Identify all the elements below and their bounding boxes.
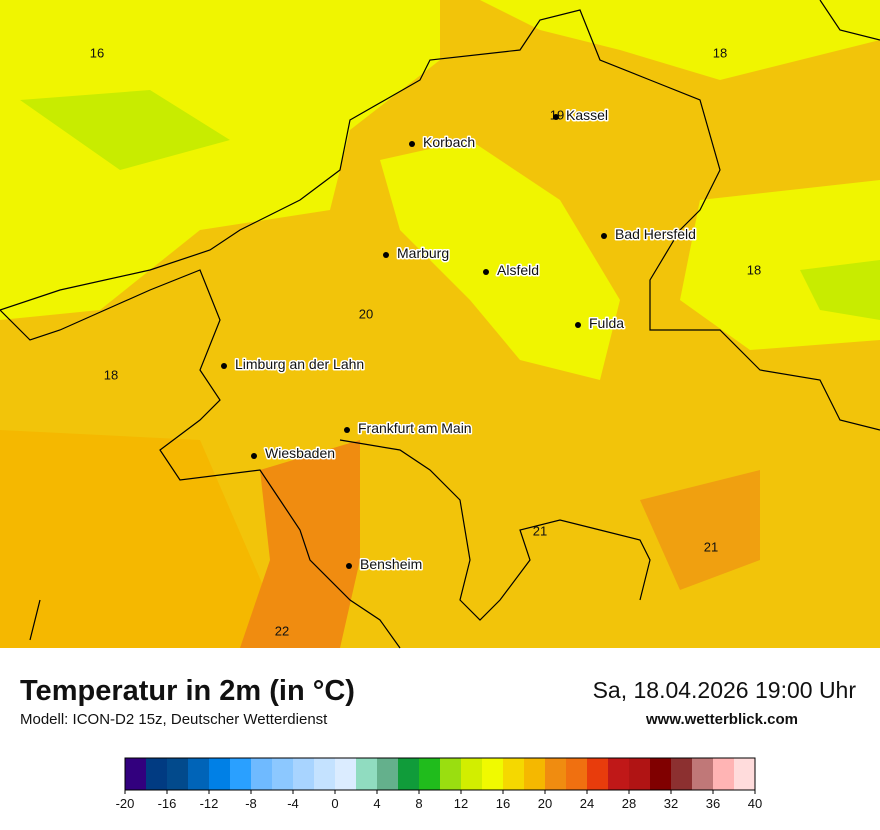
temperature-label: 20 [359, 306, 373, 321]
colorbar-segment [503, 758, 525, 790]
colorbar-segment [377, 758, 399, 790]
colorbar-tick-label: 40 [748, 796, 762, 811]
colorbar-tick-label: 24 [580, 796, 594, 811]
colorbar-segment [566, 758, 588, 790]
colorbar-segment [440, 758, 462, 790]
city-label: Marburg [397, 245, 449, 261]
city-dot [409, 141, 415, 147]
city-label: Wiesbaden [265, 445, 335, 461]
subtitle: Modell: ICON-D2 15z, Deutscher Wetterdie… [20, 711, 328, 728]
city-dot [575, 322, 581, 328]
colorbar-segment [230, 758, 252, 790]
city-dot [383, 252, 389, 258]
colorbar-segment [482, 758, 504, 790]
temperature-label: 18 [104, 367, 118, 382]
colorbar-segment [461, 758, 483, 790]
colorbar-tick-label: -4 [287, 796, 299, 811]
temp-field [640, 470, 760, 590]
colorbar-segment [209, 758, 231, 790]
colorbar-segment [524, 758, 546, 790]
colorbar-frame [124, 757, 756, 791]
colorbar-segment [251, 758, 273, 790]
cities: Kassel Korbach Bad Hersfeld Marburg Alsf… [221, 106, 697, 574]
colorbar-tick-label: -16 [158, 796, 177, 811]
temp-field [240, 440, 360, 648]
city-dot [346, 563, 352, 569]
colorbar-segment [713, 758, 735, 790]
colorbar-tick-label: 20 [538, 796, 552, 811]
border [0, 9, 880, 431]
colorbar-segment [398, 758, 420, 790]
border [0, 269, 401, 649]
colorbar-segment [419, 758, 441, 790]
colorbar-segment [125, 758, 147, 790]
city-label: Limburg an der Lahn [235, 356, 364, 372]
temperature-label: 16 [90, 45, 104, 60]
colorbar-tick-label: 36 [706, 796, 720, 811]
colorbar-segment [671, 758, 693, 790]
colorbar-tick-label: 16 [496, 796, 510, 811]
map [0, 0, 880, 649]
temp-field [480, 0, 880, 80]
colorbar-tick-label: 32 [664, 796, 678, 811]
city-dot [553, 114, 559, 120]
border [819, 0, 880, 41]
city-label: Fulda [589, 315, 624, 331]
colorbar-segment [545, 758, 567, 790]
colorbar-segment [608, 758, 630, 790]
colorbar-segment [650, 758, 672, 790]
colorbar-segment [167, 758, 189, 790]
city-label: Kassel [566, 107, 608, 123]
colorbar-segment [272, 758, 294, 790]
city-label: Bensheim [360, 556, 422, 572]
colorbar-segment [587, 758, 609, 790]
temperature-label: 22 [275, 623, 289, 638]
city-dot [601, 233, 607, 239]
colorbar-tick-label: 4 [373, 796, 380, 811]
colorbar-tick-label: -8 [245, 796, 257, 811]
colorbar-tick-label: 8 [415, 796, 422, 811]
colorbar-segment [692, 758, 714, 790]
colorbar-segment [146, 758, 168, 790]
temperature-labels: 16 18 19 18 20 18 21 21 22 [90, 45, 761, 638]
city-dot [344, 427, 350, 433]
border [339, 439, 651, 621]
colorbar-segment [734, 758, 756, 790]
colorbar-tick-label: -12 [200, 796, 219, 811]
colorbar-segment [356, 758, 378, 790]
colorbar-segment [629, 758, 651, 790]
city-label: Korbach [423, 134, 475, 150]
website: www.wetterblick.com [645, 711, 798, 728]
temperature-label: 18 [747, 262, 761, 277]
colorbar-segment [335, 758, 357, 790]
city-label: Bad Hersfeld [615, 226, 696, 242]
temp-field [0, 0, 440, 320]
temp-field [20, 90, 230, 170]
temp-field [380, 140, 620, 380]
city-dot [483, 269, 489, 275]
temp-field [0, 430, 290, 648]
colorbar-tick-label: 28 [622, 796, 636, 811]
temperature-label: 21 [533, 523, 547, 538]
colorbar-segment [188, 758, 210, 790]
city-label: Frankfurt am Main [358, 420, 472, 436]
colorbar-segment [314, 758, 336, 790]
title: Temperatur in 2m (in °C) [20, 675, 355, 707]
colorbar-tick-label: 0 [331, 796, 338, 811]
temperature-label: 18 [713, 45, 727, 60]
border [29, 599, 41, 641]
temperature-label: 21 [704, 539, 718, 554]
colorbar-tick-label: 12 [454, 796, 468, 811]
city-dot [221, 363, 227, 369]
city-dot [251, 453, 257, 459]
date: Sa, 18.04.2026 19:00 Uhr [593, 677, 857, 703]
city-label: Alsfeld [497, 262, 539, 278]
temp-field [800, 260, 880, 320]
colorbar: -20 -16 -12 -8 -4 0 4 8 12 16 20 24 28 32 36 40 [116, 757, 762, 811]
colorbar-segment [293, 758, 315, 790]
colorbar-tick-label: -20 [116, 796, 135, 811]
